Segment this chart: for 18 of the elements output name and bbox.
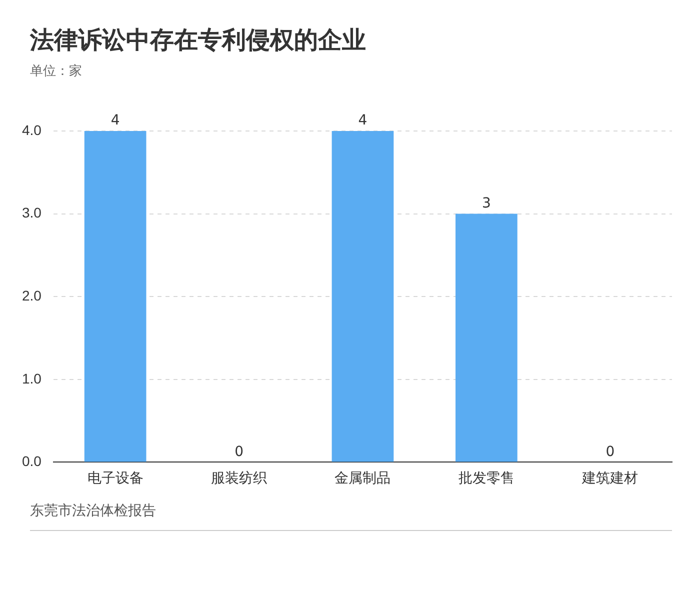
data-label: 4 [358, 112, 368, 129]
x-tick-label: 服装纺织 [211, 469, 268, 486]
data-label: 0 [606, 444, 615, 460]
data-label: 4 [110, 112, 120, 129]
y-tick-label: 0.0 [22, 453, 42, 470]
y-tick-label: 3.0 [22, 204, 42, 221]
x-tick-label: 批发零售 [458, 469, 514, 486]
x-tick-label: 建筑建材 [581, 469, 638, 486]
y-tick-label: 4.0 [22, 122, 42, 138]
y-tick-label: 2.0 [22, 287, 42, 304]
x-tick-label: 金属制品 [334, 469, 391, 486]
x-tick-label: 电子设备 [87, 469, 144, 486]
chart-title: 法律诉讼中存在专利侵权的企业 [30, 25, 366, 56]
chart-subtitle: 单位：家 [30, 63, 82, 80]
y-tick-label: 1.0 [22, 370, 42, 386]
data-label: 3 [482, 195, 491, 212]
text: 东莞市法治体检报告 [30, 502, 156, 520]
data-label: 0 [234, 444, 244, 460]
